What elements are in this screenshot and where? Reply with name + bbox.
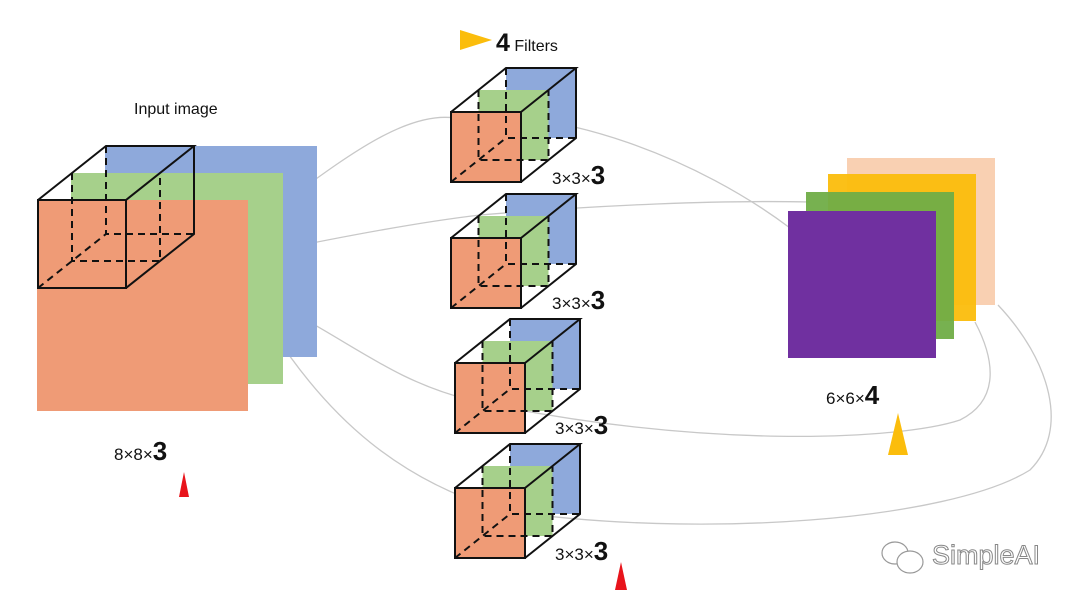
filter-cube-1	[450, 67, 579, 183]
filters-label: Filters	[514, 38, 558, 55]
cube-visible-edges	[37, 145, 197, 289]
filter-dims-3: 3×3×3	[555, 410, 608, 441]
input-dims-channels: 3	[152, 436, 168, 466]
cube-visible-edges	[454, 443, 583, 559]
filter-dims-4: 3×3×3	[555, 536, 608, 567]
filters-marker-triangle	[460, 30, 492, 50]
output-channel-marker-triangle	[888, 413, 908, 455]
connection-curve-2	[267, 200, 811, 253]
filter-cube-3	[454, 318, 583, 434]
cube-middle-edges	[477, 90, 550, 161]
output-dims: 6×6×4	[826, 380, 879, 411]
connection-curve-3	[267, 299, 991, 438]
input-channel-red	[37, 200, 248, 411]
cube-visible-edges	[450, 67, 579, 183]
filter-channel-red	[451, 238, 521, 308]
output-dims-prefix: 6×6×	[826, 389, 865, 408]
input-dims: 8×8×3	[114, 436, 167, 467]
filter-dims-prefix: 3×3×	[552, 294, 591, 313]
filter-cube-2	[450, 193, 579, 309]
filter-channel-marker-triangle	[615, 562, 627, 590]
output-feature-map-4	[788, 211, 936, 358]
filter-dims-channels: 3	[590, 285, 606, 315]
cube-middle-edges	[71, 173, 161, 262]
cube-visible-edges	[454, 318, 583, 434]
filter-channel-red	[455, 488, 525, 558]
filter-dims-channels: 3	[590, 160, 606, 190]
filter-dims-2: 3×3×3	[552, 285, 605, 316]
input-channel-marker-triangle	[179, 472, 189, 497]
cube-middle-edges	[481, 341, 554, 412]
wechat-icon-bubble	[896, 550, 924, 574]
input-image-title: Input image	[134, 101, 218, 118]
input-receptive-field-cube	[37, 145, 197, 289]
filter-dims-channels: 3	[593, 536, 609, 566]
filters-count: 4	[496, 29, 510, 57]
cube-middle-edges	[477, 216, 550, 287]
filters-heading: 4 Filters	[496, 29, 558, 58]
filter-channel-red	[455, 363, 525, 433]
filter-cube-4	[454, 443, 583, 559]
cube-visible-edges	[450, 193, 579, 309]
filter-dims-prefix: 3×3×	[555, 545, 594, 564]
connection-curve-4	[271, 304, 1052, 525]
cube-hidden-edges	[37, 146, 194, 289]
filter-dims-prefix: 3×3×	[555, 419, 594, 438]
watermark: SimpleAI	[931, 540, 1041, 571]
filter-dims-prefix: 3×3×	[552, 169, 591, 188]
output-dims-channels: 4	[864, 380, 880, 410]
filter-dims-channels: 3	[593, 410, 609, 440]
cube-middle-edges	[481, 466, 554, 537]
filter-channel-red	[451, 112, 521, 182]
input-dims-prefix: 8×8×	[114, 445, 153, 464]
filter-dims-1: 3×3×3	[552, 160, 605, 191]
